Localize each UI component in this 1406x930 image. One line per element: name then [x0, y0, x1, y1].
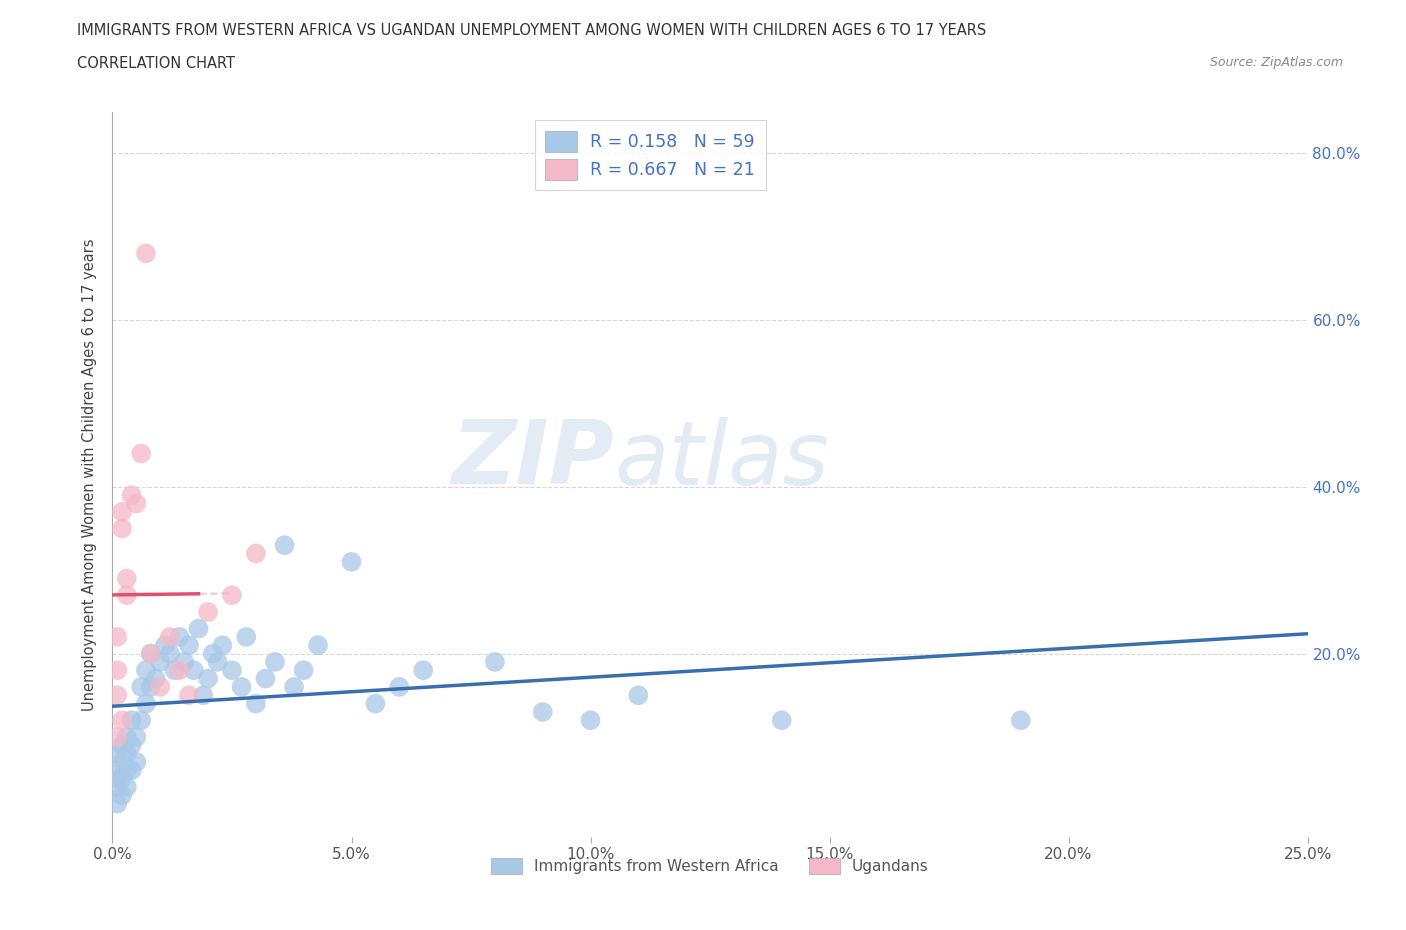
Y-axis label: Unemployment Among Women with Children Ages 6 to 17 years: Unemployment Among Women with Children A…: [82, 238, 97, 711]
Point: [129, 680, 152, 695]
Point: [105, 796, 128, 811]
Point: [121, 712, 143, 727]
Point: [105, 688, 128, 703]
Point: [207, 655, 229, 670]
Point: [135, 246, 157, 260]
Point: [201, 646, 224, 661]
Point: [149, 680, 172, 695]
Point: [484, 655, 506, 670]
Point: [115, 746, 138, 761]
Point: [125, 496, 148, 511]
Point: [115, 729, 138, 744]
Point: [105, 663, 128, 678]
Point: [115, 763, 138, 777]
Point: [105, 729, 128, 744]
Point: [105, 630, 128, 644]
Point: [235, 630, 257, 644]
Point: [273, 538, 295, 552]
Point: [531, 705, 554, 720]
Point: [264, 655, 287, 670]
Point: [111, 754, 134, 769]
Point: [139, 646, 162, 661]
Point: [111, 771, 134, 786]
Point: [105, 763, 128, 777]
Point: [149, 655, 172, 670]
Point: [129, 712, 152, 727]
Point: [145, 671, 167, 686]
Point: [159, 646, 181, 661]
Point: [770, 712, 793, 727]
Point: [183, 663, 205, 678]
Point: [115, 571, 138, 586]
Point: [159, 630, 181, 644]
Point: [139, 646, 162, 661]
Point: [177, 688, 200, 703]
Point: [254, 671, 277, 686]
Point: [125, 754, 148, 769]
Point: [135, 663, 157, 678]
Point: [340, 554, 363, 569]
Point: [169, 663, 191, 678]
Point: [579, 712, 602, 727]
Point: [231, 680, 253, 695]
Point: [292, 663, 315, 678]
Point: [197, 604, 219, 619]
Point: [111, 788, 134, 803]
Point: [388, 680, 411, 695]
Point: [115, 779, 138, 794]
Point: [364, 697, 387, 711]
Point: [153, 638, 176, 653]
Point: [129, 446, 152, 461]
Point: [115, 588, 138, 603]
Point: [125, 729, 148, 744]
Point: [245, 697, 267, 711]
Point: [211, 638, 233, 653]
Point: [121, 737, 143, 752]
Text: atlas: atlas: [614, 417, 830, 503]
Point: [627, 688, 650, 703]
Point: [105, 746, 128, 761]
Point: [173, 655, 195, 670]
Point: [193, 688, 215, 703]
Point: [283, 680, 305, 695]
Point: [412, 663, 434, 678]
Point: [163, 663, 186, 678]
Legend: Immigrants from Western Africa, Ugandans: Immigrants from Western Africa, Ugandans: [485, 852, 935, 880]
Text: CORRELATION CHART: CORRELATION CHART: [77, 56, 235, 71]
Point: [111, 737, 134, 752]
Point: [169, 630, 191, 644]
Point: [307, 638, 329, 653]
Point: [221, 663, 243, 678]
Point: [1010, 712, 1032, 727]
Point: [111, 504, 134, 519]
Point: [187, 621, 209, 636]
Point: [135, 697, 157, 711]
Point: [111, 521, 134, 536]
Text: IMMIGRANTS FROM WESTERN AFRICA VS UGANDAN UNEMPLOYMENT AMONG WOMEN WITH CHILDREN: IMMIGRANTS FROM WESTERN AFRICA VS UGANDA…: [77, 23, 987, 38]
Point: [111, 712, 134, 727]
Point: [105, 779, 128, 794]
Point: [177, 638, 200, 653]
Text: Source: ZipAtlas.com: Source: ZipAtlas.com: [1209, 56, 1343, 69]
Point: [245, 546, 267, 561]
Point: [221, 588, 243, 603]
Text: ZIP: ZIP: [451, 417, 614, 503]
Point: [105, 771, 128, 786]
Point: [139, 680, 162, 695]
Point: [121, 487, 143, 502]
Point: [121, 763, 143, 777]
Point: [197, 671, 219, 686]
